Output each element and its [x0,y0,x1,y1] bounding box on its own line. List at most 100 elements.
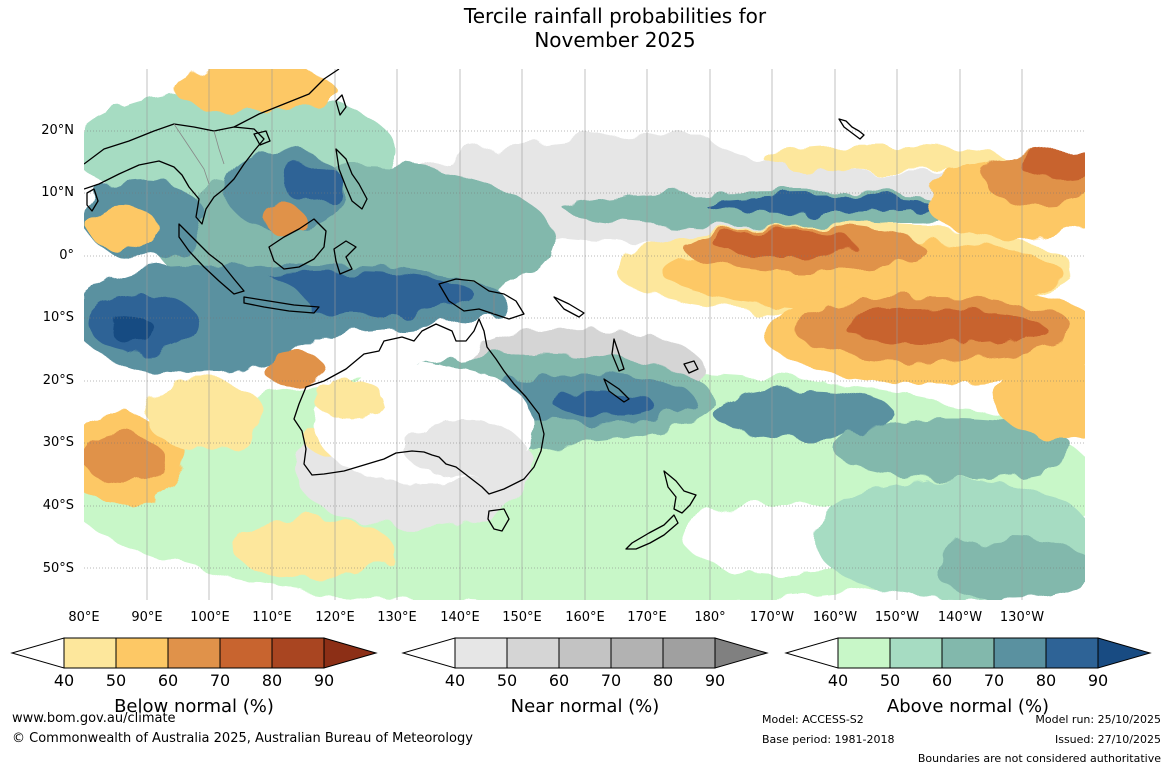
sumatra-coastline [178,223,245,295]
colorbar-near-seg-2 [506,637,560,669]
cb-near-tick-50: 50 [496,671,518,690]
colorbar-below-seg-1 [63,637,117,669]
cb-below-tick-90: 90 [313,671,335,690]
tasmania-coastline [487,508,510,532]
model-text: Model: ACCESS-S2 [762,713,864,726]
model-run-text: Model run: 25/10/2025 [1035,713,1161,726]
lon-label-130e: 130°E [377,610,417,625]
lon-label-100e: 100°E [190,610,230,625]
lat-label-10s: 10°S [42,310,74,325]
nz-south-coastline [625,514,679,550]
java-coastline [243,296,320,314]
cb-below-tick-80: 80 [261,671,283,690]
cb-below-tick-40: 40 [53,671,75,690]
disclaimer-text: Boundaries are not considered authoritat… [917,752,1161,765]
lon-label-160e: 160°E [565,610,605,625]
colorbar-below-seg-5 [271,637,325,669]
lon-label-170e: 170°E [627,610,667,625]
lon-label-130w: 130°W [999,610,1045,625]
website-link[interactable]: www.bom.gov.au/climate [12,711,176,726]
probability-map [84,69,1085,600]
hainan-coastline [253,130,271,146]
lat-label-10n: 10°N [41,185,74,200]
colorbar-below-seg-6 [323,637,378,669]
colorbar-below-seg-0 [10,637,65,669]
colorbar-near-normal [401,637,769,669]
borneo-coastline [268,218,327,270]
cb-near-tick-40: 40 [444,671,466,690]
lon-label-150e: 150°E [502,610,542,625]
meridians [146,69,1023,600]
map-canvas [84,69,1085,600]
lon-label-120e: 120°E [315,610,355,625]
colorbar-near-seg-1 [454,637,508,669]
title-line-2: November 2025 [534,28,696,52]
sri-lanka-coastline [86,188,99,212]
cb-near-tick-90: 90 [704,671,726,690]
title-line-1: Tercile rainfall probabilities for [463,4,767,28]
colorbar-above-seg-0 [784,637,839,669]
lon-label-170w: 170°W [749,610,795,625]
hawaii-islands [838,118,865,140]
colorbar-below-normal [10,637,378,669]
country-borders [173,123,495,314]
colorbar-near-seg-0 [401,637,456,669]
new-caledonia [603,378,630,403]
cb-near-tick-80: 80 [652,671,674,690]
chart-title: Tercile rainfall probabilities for Novem… [0,4,1173,52]
australia-coastline [293,318,545,495]
colorbar-near-seg-6 [714,637,769,669]
cb-above-tick-90: 90 [1087,671,1109,690]
shaded-probability-field [84,69,1085,600]
colorbar-near-seg-3 [558,637,612,669]
colorbar-above-seg-3 [941,637,995,669]
lon-label-140w: 140°W [937,610,983,625]
colorbar-near-seg-4 [610,637,664,669]
cb-above-tick-60: 60 [931,671,953,690]
cb-below-tick-70: 70 [209,671,231,690]
colorbar-above-seg-2 [889,637,943,669]
graticule [84,130,1085,569]
australia-field [314,364,534,484]
lat-label-20s: 20°S [42,373,74,388]
philippines-coastline [335,148,368,210]
colorbar-above-seg-1 [837,637,891,669]
lat-label-40s: 40°S [42,498,74,513]
coastlines [84,69,865,550]
cb-above-tick-70: 70 [983,671,1005,690]
sulawesi-coastline [333,240,357,275]
colorbar-below-seg-3 [167,637,221,669]
lon-label-80e: 80°E [68,610,100,625]
colorbar-above-seg-5 [1045,637,1099,669]
cb-near-tick-60: 60 [548,671,570,690]
cb-above-tick-80: 80 [1035,671,1057,690]
lon-label-140e: 140°E [440,610,480,625]
lat-label-30s: 30°S [42,435,74,450]
colorbar-above-normal [784,637,1152,669]
cb-above-tick-40: 40 [827,671,849,690]
lon-label-180: 180° [694,610,726,625]
lat-label-50s: 50°S [42,561,74,576]
fiji-islands [683,360,699,374]
lat-label-0: 0° [59,248,74,263]
colorbar-below-seg-2 [115,637,169,669]
colorbar-below-title: Below normal (%) [114,696,274,717]
cb-above-tick-50: 50 [879,671,901,690]
colorbar-above-title: Above normal (%) [886,696,1050,717]
vanuatu-islands [611,338,625,372]
cb-below-tick-60: 60 [157,671,179,690]
base-period-text: Base period: 1981-2018 [762,733,895,746]
colorbar-above-seg-6 [1097,637,1152,669]
copyright-text: © Commonwealth of Australia 2025, Austra… [12,731,473,746]
solomon-islands [553,296,585,318]
colorbar-near-title: Near normal (%) [510,696,660,717]
colorbar-above-seg-4 [993,637,1047,669]
issued-text: Issued: 27/10/2025 [1054,733,1161,746]
lat-label-20n: 20°N [41,123,74,138]
se-asia-coastline [84,123,265,225]
colorbar-below-seg-4 [219,637,273,669]
cb-near-tick-70: 70 [600,671,622,690]
cb-below-tick-50: 50 [105,671,127,690]
lon-label-110e: 110°E [252,610,292,625]
colorbar-near-seg-5 [662,637,716,669]
